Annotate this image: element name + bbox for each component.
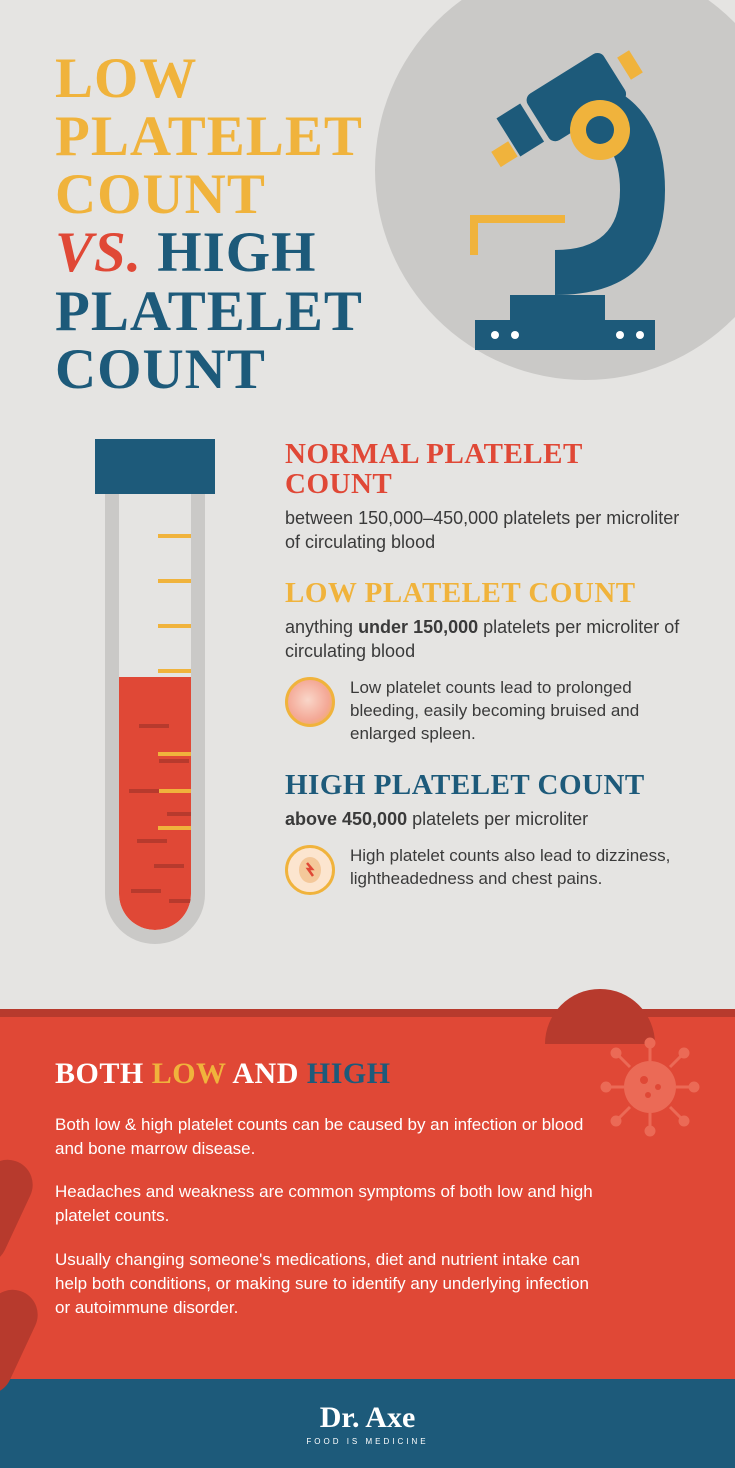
head-icon xyxy=(285,845,335,895)
low-body: anything under 150,000 platelets per mic… xyxy=(285,615,695,664)
high-body: above 450,000 platelets per microliter xyxy=(285,807,695,831)
title-vs: VS. xyxy=(55,221,142,284)
virus-icon xyxy=(600,1037,700,1137)
main-title: LOW PLATELET COUNT VS. HIGH PLATELET COU… xyxy=(55,50,455,399)
title-count1: COUNT xyxy=(55,163,266,226)
low-note: Low platelet counts lead to prolonged bl… xyxy=(285,677,695,746)
title-low: LOW xyxy=(55,47,197,110)
test-tube xyxy=(55,439,255,969)
high-note: High platelet counts also lead to dizzin… xyxy=(285,845,695,895)
low-heading: LOW PLATELET COUNT xyxy=(285,578,695,608)
tube-body xyxy=(105,494,205,944)
both-p1: Both low & high platelet counts can be c… xyxy=(55,1113,595,1161)
both-section: BOTH LOW AND HIGH Both low & high platel… xyxy=(0,1009,735,1380)
info-column: NORMAL PLATELET COUNT between 150,000–45… xyxy=(285,439,695,969)
both-heading: BOTH LOW AND HIGH xyxy=(55,1057,680,1091)
both-p2: Headaches and weakness are common sympto… xyxy=(55,1180,595,1228)
section-normal: NORMAL PLATELET COUNT between 150,000–45… xyxy=(285,439,695,554)
section-low: LOW PLATELET COUNT anything under 150,00… xyxy=(285,578,695,746)
title-platelet1: PLATELET xyxy=(55,105,363,168)
brand-name: Dr. Axe xyxy=(0,1401,735,1435)
high-heading: HIGH PLATELET COUNT xyxy=(285,770,695,800)
cell-icon xyxy=(285,677,335,727)
both-p3: Usually changing someone's medications, … xyxy=(55,1248,595,1319)
title-count2: COUNT xyxy=(55,338,266,401)
infographic: LOW PLATELET COUNT VS. HIGH PLATELET COU… xyxy=(0,0,735,1468)
normal-body: between 150,000–450,000 platelets per mi… xyxy=(285,506,695,555)
footer: Dr. Axe FOOD IS MEDICINE xyxy=(0,1379,735,1468)
hero-section: LOW PLATELET COUNT VS. HIGH PLATELET COU… xyxy=(0,0,735,429)
section-high: HIGH PLATELET COUNT above 450,000 platel… xyxy=(285,770,695,895)
tube-cap xyxy=(95,439,215,494)
title-high: HIGH xyxy=(157,221,316,284)
low-note-text: Low platelet counts lead to prolonged bl… xyxy=(350,677,695,746)
pill-decoration xyxy=(0,1151,41,1272)
middle-section: NORMAL PLATELET COUNT between 150,000–45… xyxy=(0,429,735,1009)
normal-heading: NORMAL PLATELET COUNT xyxy=(285,439,695,500)
high-note-text: High platelet counts also lead to dizzin… xyxy=(350,845,695,891)
title-platelet2: PLATELET xyxy=(55,280,363,343)
brand-tagline: FOOD IS MEDICINE xyxy=(0,1437,735,1446)
